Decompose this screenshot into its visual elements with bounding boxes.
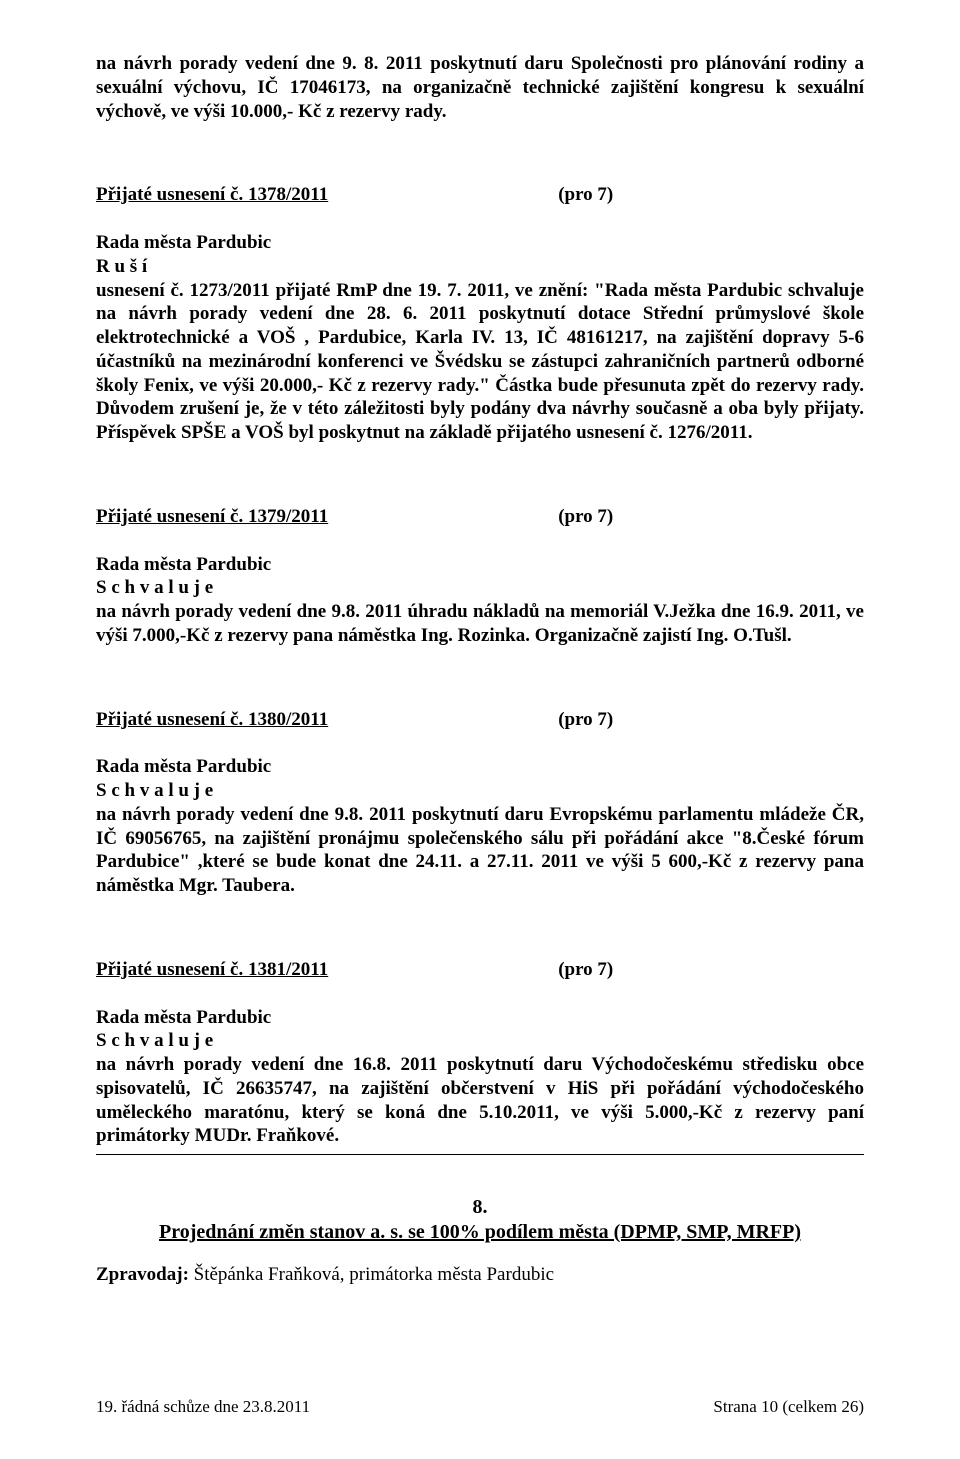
page: na návrh porady vedení dne 9. 8. 2011 po…	[0, 0, 960, 1459]
resolution-1378-heading: Přijaté usnesení č. 1378/2011	[96, 183, 328, 207]
resolution-1378-body: usnesení č. 1273/2011 přijaté RmP dne 19…	[96, 279, 864, 445]
page-footer: 19. řádná schůze dne 23.8.2011 Strana 10…	[96, 1396, 864, 1417]
spacer	[96, 1155, 864, 1195]
resolution-1378-heading-row: Přijaté usnesení č. 1378/2011 (pro 7)	[96, 183, 864, 207]
spacer	[96, 982, 864, 1006]
resolution-1381-vote: (pro 7)	[558, 958, 613, 982]
intro-paragraph: na návrh porady vedení dne 9. 8. 2011 po…	[96, 52, 864, 123]
spacer	[96, 449, 864, 505]
resolution-1379-line2: S c h v a l u j e	[96, 576, 864, 600]
spacer	[96, 652, 864, 708]
resolution-1380-heading-row: Přijaté usnesení č. 1380/2011 (pro 7)	[96, 708, 864, 732]
resolution-1380-body: na návrh porady vedení dne 9.8. 2011 pos…	[96, 803, 864, 898]
resolution-1379-heading: Přijaté usnesení č. 1379/2011	[96, 505, 328, 529]
resolution-1381-line1: Rada města Pardubic	[96, 1006, 864, 1030]
resolution-1379-line1: Rada města Pardubic	[96, 553, 864, 577]
resolution-1381-body: na návrh porady vedení dne 16.8. 2011 po…	[96, 1053, 864, 1148]
resolution-1379-body: na návrh porady vedení dne 9.8. 2011 úhr…	[96, 600, 864, 648]
resolution-1378-line2: R u š í	[96, 255, 864, 279]
resolution-1380-line1: Rada města Pardubic	[96, 755, 864, 779]
section-8-speaker-line: Zpravodaj: Štěpánka Fraňková, primátorka…	[96, 1263, 864, 1287]
resolution-1380-line2: S c h v a l u j e	[96, 779, 864, 803]
footer-left: 19. řádná schůze dne 23.8.2011	[96, 1396, 310, 1417]
resolution-1380-vote: (pro 7)	[558, 708, 613, 732]
section-8-title: Projednání změn stanov a. s. se 100% pod…	[96, 1220, 864, 1245]
resolution-1379-vote: (pro 7)	[558, 505, 613, 529]
spacer	[96, 207, 864, 231]
resolution-1378-line1: Rada města Pardubic	[96, 231, 864, 255]
footer-right: Strana 10 (celkem 26)	[713, 1396, 864, 1417]
spacer	[96, 529, 864, 553]
resolution-1381-heading: Přijaté usnesení č. 1381/2011	[96, 958, 328, 982]
resolution-1379-heading-row: Přijaté usnesení č. 1379/2011 (pro 7)	[96, 505, 864, 529]
speaker-name: Štěpánka Fraňková, primátorka města Pard…	[194, 1264, 554, 1285]
speaker-label: Zpravodaj:	[96, 1264, 194, 1285]
spacer	[96, 127, 864, 183]
resolution-1378-vote: (pro 7)	[558, 183, 613, 207]
spacer	[96, 731, 864, 755]
resolution-1381-line2: S c h v a l u j e	[96, 1029, 864, 1053]
section-8-number: 8.	[96, 1195, 864, 1220]
resolution-1381-heading-row: Přijaté usnesení č. 1381/2011 (pro 7)	[96, 958, 864, 982]
resolution-1380-heading: Přijaté usnesení č. 1380/2011	[96, 708, 328, 732]
spacer	[96, 902, 864, 958]
